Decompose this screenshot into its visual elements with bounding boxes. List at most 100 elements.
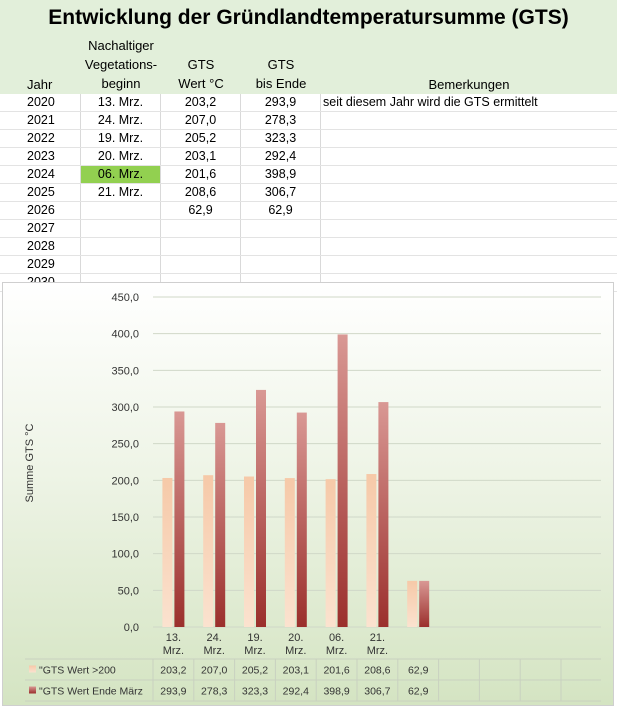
x-tick-label: Mrz. — [244, 645, 265, 657]
data-label: 306,7 — [364, 686, 390, 698]
cell-end: 62,9 — [241, 202, 321, 219]
cell-year: 2028 — [0, 238, 81, 255]
cell-gts: 207,0 — [161, 112, 241, 129]
cell-note — [321, 166, 617, 183]
x-tick-label: 13. — [166, 632, 181, 644]
table-row: 2022 19. Mrz. 205,2 323,3 — [0, 130, 617, 148]
cell-date: 21. Mrz. — [81, 184, 161, 201]
data-table: 2020 13. Mrz. 203,2 293,9 seit diesem Jahr w… — [0, 94, 617, 292]
bar-gts-wert — [203, 475, 214, 627]
gts-chart: 0,0 50,0 100,0 150,0 200,0 250,0 300,0 350,0 400… — [2, 282, 614, 706]
cell-date: 06. Mrz. — [81, 166, 161, 183]
cell-end — [241, 256, 321, 273]
data-label: 62,9 — [408, 686, 429, 698]
data-label: 205,2 — [242, 665, 268, 677]
cell-date: 13. Mrz. — [81, 94, 161, 111]
cell-year: 2021 — [0, 112, 81, 129]
cell-year: 2020 — [0, 94, 81, 111]
cell-date — [81, 238, 161, 255]
cell-year: 2022 — [0, 130, 81, 147]
cell-note — [321, 202, 617, 219]
header-end: GTS bis Ende — [241, 55, 321, 93]
table-row: 2027 — [0, 220, 617, 238]
cell-year: 2024 — [0, 166, 81, 183]
legend-key — [29, 665, 36, 673]
bar-gts-wert — [366, 474, 377, 627]
data-label: 203,2 — [160, 665, 186, 677]
data-label: 293,9 — [160, 686, 186, 698]
cell-gts: 201,6 — [161, 166, 241, 183]
header-gts: GTS Wert °C — [161, 55, 241, 93]
header-end-line2: bis Ende — [255, 76, 307, 91]
page-title: Entwicklung der Gründlandtemperatursumme… — [0, 0, 617, 36]
cell-note — [321, 130, 617, 147]
cell-gts — [161, 220, 241, 237]
x-tick-label: 06. — [329, 632, 344, 644]
data-label: 292,4 — [283, 686, 309, 698]
cell-note — [321, 238, 617, 255]
y-axis-label: Summe GTS °C — [24, 423, 36, 502]
bar-gts-ende — [296, 412, 307, 627]
data-label: 203,1 — [283, 665, 309, 677]
x-tick-label: Mrz. — [163, 645, 184, 657]
table-row: 2028 — [0, 238, 617, 256]
data-label: 398,9 — [323, 686, 349, 698]
cell-end: 293,9 — [241, 94, 321, 111]
cell-end: 323,3 — [241, 130, 321, 147]
bar-gts-ende — [256, 389, 266, 627]
cell-year: 2027 — [0, 220, 81, 237]
y-tick-label: 150,0 — [111, 512, 139, 524]
y-tick-label: 50,0 — [118, 585, 139, 597]
x-tick-label: 20. — [288, 632, 303, 644]
y-tick-label: 100,0 — [111, 549, 139, 561]
table-row: 2021 24. Mrz. 207,0 278,3 — [0, 112, 617, 130]
bar-gts-ende — [215, 422, 226, 627]
cell-gts: 203,1 — [161, 148, 241, 165]
bar-gts-ende — [337, 334, 348, 627]
bar-gts-ende — [378, 402, 389, 627]
header-date-line3: beginn — [101, 76, 141, 91]
legend-key — [29, 686, 36, 694]
header-year: Jahr — [27, 77, 53, 92]
data-label: 323,3 — [242, 686, 268, 698]
cell-note — [321, 256, 617, 273]
data-label: 201,6 — [323, 665, 349, 677]
legend-label: "GTS Wert >200 — [39, 665, 116, 677]
data-label: 278,3 — [201, 686, 227, 698]
bar-gts-ende — [419, 580, 430, 627]
cell-date: 20. Mrz. — [81, 148, 161, 165]
cell-note — [321, 148, 617, 165]
y-tick-label: 0,0 — [124, 622, 139, 634]
y-tick-label: 200,0 — [111, 475, 139, 487]
x-tick-label: Mrz. — [204, 645, 225, 657]
bar-gts-wert — [162, 477, 173, 627]
cell-end: 306,7 — [241, 184, 321, 201]
x-tick-label: 21. — [370, 632, 385, 644]
y-tick-label: 250,0 — [111, 439, 139, 451]
cell-year: 2025 — [0, 184, 81, 201]
cell-note: seit diesem Jahr wird die GTS ermittelt — [323, 95, 538, 109]
x-tick-label: Mrz. — [285, 645, 306, 657]
header-date-line1: Nachaltiger — [88, 38, 154, 53]
cell-gts: 205,2 — [161, 130, 241, 147]
cell-gts: 62,9 — [161, 202, 241, 219]
cell-gts: 208,6 — [161, 184, 241, 201]
cell-year: 2026 — [0, 202, 81, 219]
cell-date — [81, 256, 161, 273]
table-row: 2023 20. Mrz. 203,1 292,4 — [0, 148, 617, 166]
cell-date — [81, 202, 161, 219]
cell-note — [321, 220, 617, 237]
table-row: 2025 21. Mrz. 208,6 306,7 — [0, 184, 617, 202]
cell-end — [241, 220, 321, 237]
cell-gts: 203,2 — [161, 94, 241, 111]
header-gts-line1: GTS — [187, 57, 215, 72]
y-tick-label: 400,0 — [111, 329, 139, 341]
header-gts-line2: Wert °C — [178, 76, 224, 91]
header-notes: Bemerkungen — [428, 77, 510, 92]
cell-gts — [161, 256, 241, 273]
legend-label: "GTS Wert Ende März — [39, 686, 143, 698]
chart-svg: 0,0 50,0 100,0 150,0 200,0 250,0 300,0 350,0 400… — [24, 292, 601, 702]
cell-date: 24. Mrz. — [81, 112, 161, 129]
table-header: Jahr Nachaltiger Vegetations- beginn GTS… — [0, 36, 617, 94]
header-date-line2: Vegetations- — [84, 57, 158, 72]
